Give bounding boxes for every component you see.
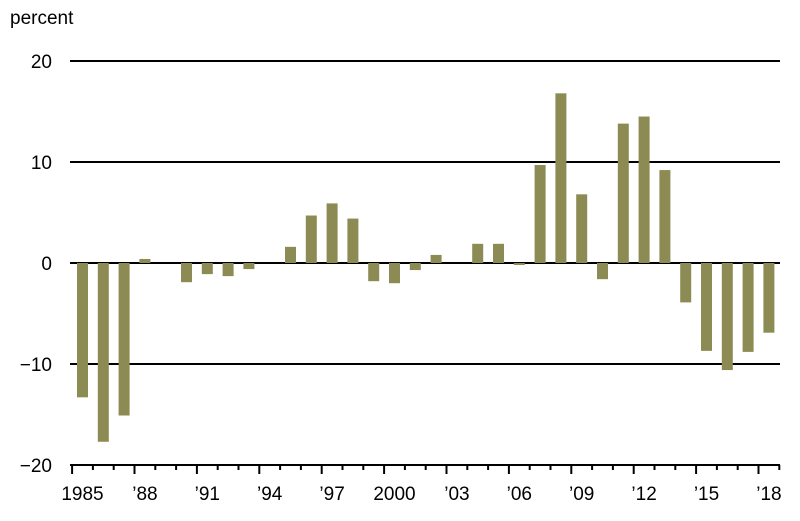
x-tick-label: ’15 [694,484,719,505]
x-tick-label: ’94 [257,484,283,505]
bar [389,263,400,284]
x-tick-label: 2000 [373,484,415,505]
bar [430,254,442,263]
y-tick-label: −10 [20,355,52,376]
bar [493,243,504,263]
x-tick-label: ’18 [756,484,781,505]
x-tick-label: ’88 [132,484,157,505]
bars [77,93,775,442]
bar [534,165,546,263]
bar [680,263,692,303]
bar [576,194,588,263]
bar [721,263,733,371]
y-axis-ticks: 20 10 0 −10 −20 [20,52,52,477]
bar [617,123,629,264]
bar [368,263,380,282]
bar [472,243,484,263]
x-tick-label: ’06 [507,484,532,505]
x-tick-label: ’09 [569,484,594,505]
bar [347,218,359,263]
bar [597,263,608,280]
bar [97,263,109,442]
y-tick-label: 20 [31,52,52,73]
bar [701,263,712,351]
bar [513,263,525,266]
x-axis: 1985 ’88 ’91 ’94 ’97 2000 ’03 ’06 ’09 ’12 ’15 ’18 [61,464,782,505]
bar [139,258,151,263]
bar [77,263,88,398]
bar [222,263,234,277]
y-axis-unit-label: percent [10,8,74,29]
bar [118,263,130,416]
x-tick-label: 1985 [61,484,103,505]
bar [638,116,650,263]
y-tick-label: 10 [31,153,52,174]
bar [409,263,421,271]
bar [201,263,213,275]
y-tick-label: 0 [41,254,52,275]
bar [763,263,775,333]
bar [181,263,192,283]
bar [555,93,567,263]
x-tick-label: ’91 [195,484,220,505]
bar [285,246,296,263]
y-tick-label: −20 [20,456,52,477]
x-tick-label: ’97 [319,484,344,505]
bar [742,263,754,352]
bar [326,203,338,263]
bar [243,263,255,270]
bar [305,215,317,263]
gridlines [70,60,780,365]
bar [659,170,671,263]
x-tick-label: ’03 [444,484,469,505]
x-tick-label: ’12 [631,484,656,505]
